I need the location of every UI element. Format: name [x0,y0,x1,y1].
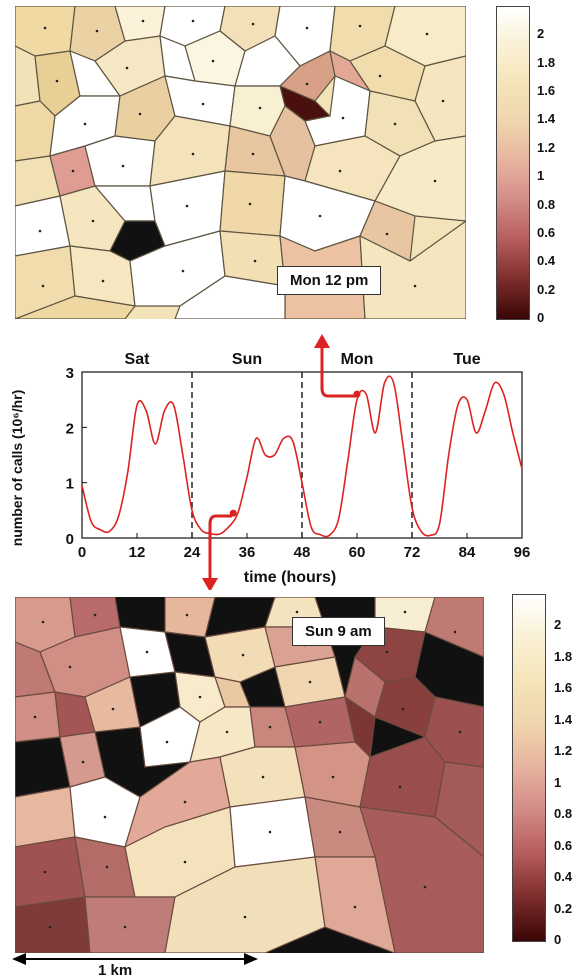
colorbar-tick-label: 0.8 [554,806,572,821]
colorbar-tick-label: 2 [554,617,561,632]
colorbar-tick-label: 1 [554,775,561,790]
scale-bar [10,950,260,968]
colorbar-tick-label: 0.6 [537,225,555,240]
colorbar-tick-label: 2 [537,26,544,41]
colorbar-tick-label: 1.4 [537,111,555,126]
top-colorbar [496,6,530,320]
x-tick-label: 24 [184,544,201,561]
y-tick-label: 0 [66,531,74,548]
colorbar-tick-label: 0.2 [537,282,555,297]
y-tick-label: 2 [66,420,74,437]
bottom-map-time-label: Sun 9 am [292,617,385,646]
colorbar-tick-label: 1.4 [554,712,572,727]
day-label: Sat [125,351,151,368]
day-labels: Sat Sun Mon Tue [125,351,481,368]
x-tick-label: 84 [459,544,476,561]
bottom-voronoi-map [15,597,484,953]
arrow-up-head-icon [314,334,330,348]
colorbar-tick-label: 1 [537,168,544,183]
colorbar-tick-label: 0 [537,310,544,325]
colorbar-tick-label: 1.2 [537,140,555,155]
colorbar-tick-label: 0.6 [554,838,572,853]
scale-arrow-right-icon [244,953,258,965]
bottom-colorbar [512,594,546,942]
y-tick-label: 1 [66,476,74,493]
colorbar-tick-label: 0.2 [554,901,572,916]
scale-bar-label: 1 km [98,962,132,979]
y-tick-label: 3 [66,365,74,382]
x-tick-label: 48 [294,544,311,561]
colorbar-tick-label: 0.4 [554,869,572,884]
arrow-to-bottom-map [210,516,232,578]
highlight-points [230,391,361,517]
arrow-down-head-icon [202,578,218,590]
day-dividers [192,372,412,538]
x-tick-label: 72 [404,544,421,561]
bottom-call-density-map: Sun 9 am [15,597,484,953]
day-label: Tue [453,351,480,368]
colorbar-tick-label: 1.6 [554,680,572,695]
colorbar-tick-label: 0.8 [537,197,555,212]
colorbar-tick-label: 1.8 [554,649,572,664]
x-tick-label: 36 [239,544,256,561]
top-call-density-map: Mon 12 pm [15,6,466,319]
top-voronoi-map [15,6,466,319]
colorbar-tick-label: 0.4 [537,253,555,268]
colorbar-tick-label: 1.2 [554,743,572,758]
scale-arrow-left-icon [12,953,26,965]
top-map-time-label: Mon 12 pm [277,266,381,295]
colorbar-tick-label: 1.8 [537,55,555,70]
x-axis-label: time (hours) [244,569,336,586]
x-tick-label: 60 [349,544,366,561]
x-tick-label: 12 [129,544,146,561]
day-label: Mon [341,351,374,368]
x-tick-label: 96 [514,544,531,561]
day-label: Sun [232,351,262,368]
x-tick-label: 0 [78,544,86,561]
y-axis-label: number of calls (10⁶/hr) [9,390,25,547]
x-tick-labels: 0 12 24 36 48 60 72 84 96 [78,544,531,561]
colorbar-tick-label: 0 [554,932,561,947]
y-tick-labels: 0 1 2 3 [66,365,74,548]
colorbar-tick-label: 1.6 [537,83,555,98]
